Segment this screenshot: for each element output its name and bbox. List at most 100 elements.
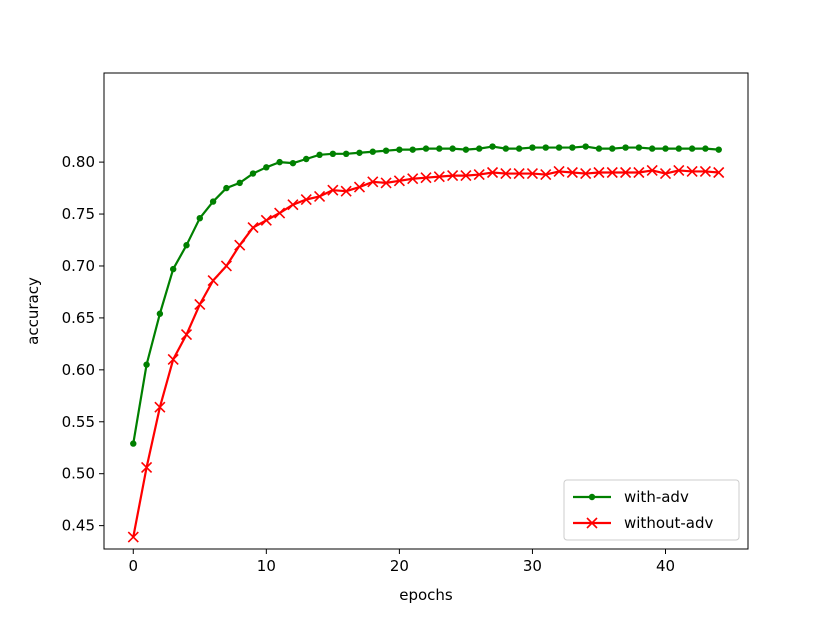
y-tick-label: 0.75 bbox=[62, 205, 95, 223]
data-point bbox=[715, 146, 722, 153]
data-point bbox=[515, 145, 523, 152]
data-point bbox=[287, 199, 299, 211]
data-point bbox=[686, 165, 698, 178]
series-without-adv bbox=[127, 164, 725, 543]
data-point bbox=[553, 165, 565, 178]
data-point bbox=[353, 181, 366, 193]
data-point bbox=[633, 166, 645, 179]
data-point bbox=[606, 166, 618, 179]
data-point bbox=[367, 176, 379, 188]
data-point bbox=[247, 221, 259, 234]
plot-area bbox=[103, 72, 749, 550]
data-point bbox=[236, 179, 243, 187]
data-point bbox=[409, 146, 416, 153]
data-point bbox=[393, 175, 405, 187]
data-point bbox=[662, 145, 669, 152]
data-point bbox=[622, 144, 629, 151]
data-point bbox=[699, 165, 711, 178]
data-point bbox=[396, 146, 403, 153]
data-point bbox=[276, 158, 283, 166]
data-point bbox=[207, 274, 219, 287]
data-point bbox=[620, 166, 632, 179]
data-point bbox=[447, 170, 459, 182]
data-point bbox=[702, 145, 709, 152]
data-point bbox=[183, 242, 190, 249]
data-point bbox=[675, 145, 683, 152]
data-point bbox=[566, 166, 578, 179]
data-point bbox=[167, 353, 179, 366]
x-tick-label: 40 bbox=[656, 557, 675, 575]
data-point bbox=[223, 184, 230, 192]
data-point bbox=[460, 170, 472, 182]
y-tick-label: 0.45 bbox=[62, 517, 95, 535]
x-tick-label: 10 bbox=[257, 557, 276, 575]
data-point bbox=[327, 184, 339, 196]
data-point bbox=[143, 361, 150, 368]
data-point bbox=[580, 167, 592, 180]
legend-label: without-adv bbox=[624, 514, 714, 532]
data-point bbox=[635, 144, 643, 151]
data-point bbox=[342, 150, 350, 158]
data-point bbox=[300, 193, 312, 206]
x-axis-label: epochs bbox=[399, 586, 453, 604]
y-axis: 0.45 0.50 0.55 0.60 0.65 0.70 0.75 0.80 bbox=[62, 153, 104, 535]
x-tick-label: 30 bbox=[523, 557, 542, 575]
data-point bbox=[436, 145, 443, 152]
data-point bbox=[130, 440, 137, 447]
data-point bbox=[209, 198, 217, 205]
legend-box bbox=[563, 479, 740, 541]
data-point bbox=[449, 145, 456, 152]
y-tick-label: 0.70 bbox=[62, 257, 95, 275]
data-point bbox=[648, 145, 656, 152]
data-point bbox=[646, 164, 658, 176]
data-point bbox=[263, 164, 270, 171]
data-point bbox=[407, 173, 419, 185]
data-point bbox=[274, 207, 286, 219]
data-point bbox=[593, 166, 605, 179]
data-point bbox=[513, 167, 525, 180]
data-point bbox=[688, 145, 696, 152]
data-point bbox=[369, 148, 376, 155]
data-point bbox=[141, 461, 153, 474]
data-point bbox=[540, 169, 552, 181]
data-point bbox=[154, 401, 166, 413]
data-point bbox=[595, 145, 603, 152]
x-axis: 0 10 20 30 40 bbox=[128, 549, 675, 575]
legend: with-adv without-adv bbox=[563, 479, 740, 541]
data-point bbox=[316, 151, 323, 159]
data-point bbox=[249, 170, 257, 177]
data-point bbox=[659, 167, 672, 180]
data-point bbox=[156, 310, 164, 317]
data-point bbox=[289, 159, 297, 167]
data-point bbox=[433, 171, 445, 183]
data-point bbox=[462, 146, 470, 153]
data-point bbox=[502, 145, 510, 152]
data-point bbox=[422, 145, 430, 152]
data-point bbox=[673, 164, 685, 176]
series-with-adv bbox=[130, 143, 722, 447]
data-point bbox=[234, 239, 246, 251]
data-point bbox=[476, 145, 483, 152]
data-point bbox=[473, 169, 485, 181]
data-point bbox=[569, 144, 576, 151]
data-point bbox=[526, 167, 539, 180]
data-point bbox=[180, 328, 193, 341]
data-point bbox=[582, 143, 589, 150]
data-point bbox=[194, 298, 206, 310]
data-point bbox=[382, 147, 390, 154]
y-axis-label: accuracy bbox=[24, 277, 42, 345]
legend-item: without-adv bbox=[573, 514, 714, 532]
data-point bbox=[127, 531, 139, 543]
data-point bbox=[713, 166, 725, 179]
y-tick-label: 0.55 bbox=[62, 413, 95, 431]
data-point bbox=[529, 144, 536, 151]
data-point bbox=[500, 167, 512, 180]
data-point bbox=[420, 172, 432, 184]
data-point bbox=[555, 144, 563, 151]
data-point bbox=[489, 143, 496, 150]
data-point bbox=[260, 214, 272, 226]
y-tick-label: 0.65 bbox=[62, 309, 95, 327]
data-point bbox=[220, 260, 232, 272]
data-point bbox=[329, 150, 337, 158]
